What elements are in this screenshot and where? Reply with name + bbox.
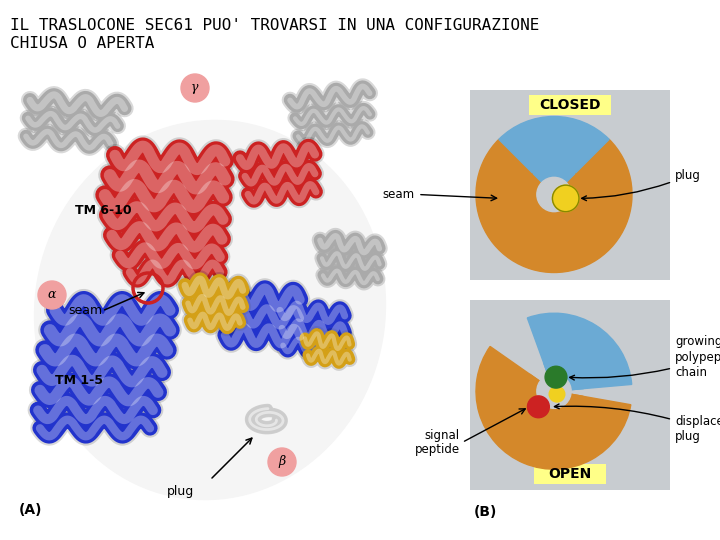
Circle shape: [528, 396, 549, 418]
Circle shape: [38, 281, 66, 309]
Text: plug: plug: [582, 169, 701, 201]
Ellipse shape: [35, 120, 385, 500]
Text: seam: seam: [68, 303, 102, 316]
Bar: [534, 464, 606, 484]
Circle shape: [537, 177, 571, 212]
Text: TM 6-10: TM 6-10: [75, 204, 132, 217]
Text: TM 1-5: TM 1-5: [55, 374, 103, 387]
Text: CLOSED: CLOSED: [539, 98, 600, 112]
Text: plug: plug: [166, 485, 194, 498]
Wedge shape: [524, 173, 584, 224]
Text: α: α: [48, 288, 56, 301]
Text: (B): (B): [473, 505, 497, 519]
Text: IL TRASLOCONE SEC61 PUO' TROVARSI IN UNA CONFIGURAZIONE: IL TRASLOCONE SEC61 PUO' TROVARSI IN UNA…: [10, 18, 539, 33]
Text: growing
polypeptide
chain: growing polypeptide chain: [570, 335, 720, 380]
Text: CHIUSA O APERTA: CHIUSA O APERTA: [10, 36, 154, 51]
Text: OPEN: OPEN: [549, 467, 592, 481]
Circle shape: [268, 448, 296, 476]
Bar: [529, 95, 611, 115]
Text: displaced
plug: displaced plug: [554, 404, 720, 443]
Circle shape: [181, 74, 209, 102]
Text: (A): (A): [18, 503, 42, 517]
Text: seam: seam: [383, 188, 415, 201]
Wedge shape: [524, 374, 583, 421]
Text: γ: γ: [192, 82, 199, 94]
Bar: [470, 300, 670, 490]
Circle shape: [549, 387, 564, 402]
Circle shape: [537, 374, 571, 408]
Wedge shape: [533, 165, 575, 194]
Text: signal
peptide: signal peptide: [415, 429, 460, 456]
Wedge shape: [476, 347, 631, 469]
Circle shape: [552, 185, 579, 212]
Circle shape: [545, 366, 567, 388]
Bar: [470, 90, 670, 280]
Wedge shape: [527, 313, 631, 391]
Wedge shape: [499, 117, 609, 194]
Text: β: β: [279, 456, 286, 469]
Wedge shape: [476, 139, 632, 273]
Wedge shape: [544, 362, 583, 391]
